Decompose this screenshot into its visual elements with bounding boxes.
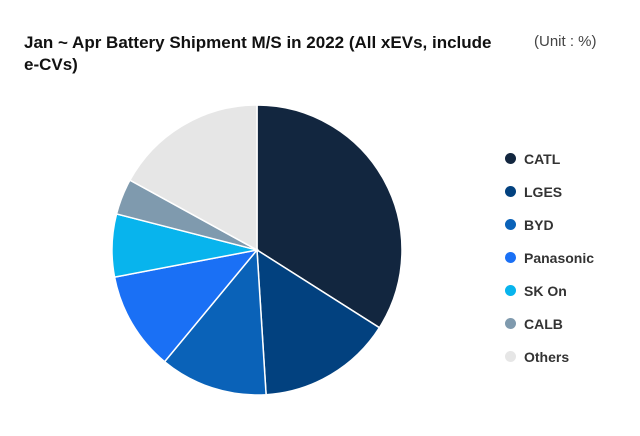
legend-swatch [505, 351, 516, 362]
legend-label: LGES [524, 183, 563, 200]
pie-slices [111, 104, 403, 396]
legend-label: CALB [524, 315, 563, 332]
pie-slice-catl [256, 104, 403, 329]
pie-slice-lges [256, 248, 381, 396]
legend-label: Panasonic [524, 249, 595, 266]
legend-swatch [505, 153, 516, 164]
legend-item: Panasonic [505, 241, 594, 274]
legend-item: BYD [505, 208, 594, 241]
legend-swatch [505, 219, 516, 230]
legend-label: SK On [524, 282, 567, 299]
pie-slice-panasonic [113, 248, 259, 363]
pie-slice-others [128, 104, 258, 252]
legend-item: CATL [505, 142, 594, 175]
legend: CATL LGES BYD Panasonic SK On CALB Others [505, 142, 594, 373]
legend-item: LGES [505, 175, 594, 208]
legend-swatch [505, 252, 516, 263]
legend-swatch [505, 186, 516, 197]
legend-item: CALB [505, 307, 594, 340]
chart-title: Jan ~ Apr Battery Shipment M/S in 2022 (… [24, 33, 492, 74]
legend-label: Others [524, 348, 570, 365]
legend-label: CATL [524, 150, 561, 167]
legend-swatch [505, 285, 516, 296]
legend-item: Others [505, 340, 594, 373]
unit-label: (Unit : %) [534, 33, 597, 50]
legend-swatch [505, 318, 516, 329]
legend-item: SK On [505, 274, 594, 307]
legend-label: BYD [524, 216, 554, 233]
pie-slice-byd [163, 248, 267, 396]
